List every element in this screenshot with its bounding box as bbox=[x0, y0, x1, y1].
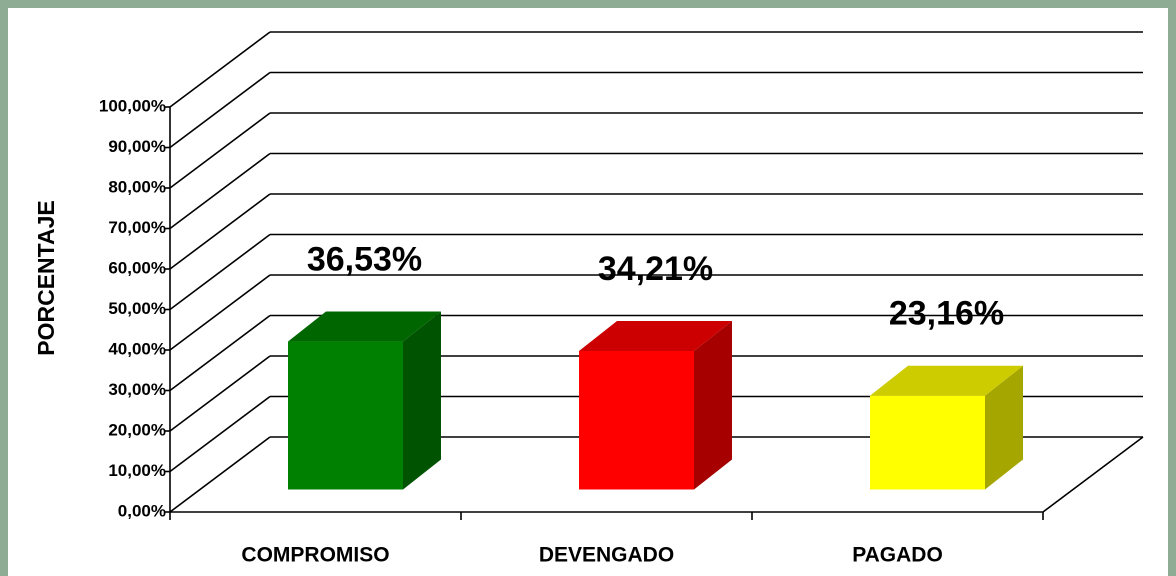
grid-line-diagonal bbox=[169, 233, 271, 311]
y-tick-label: 80,00% bbox=[108, 177, 166, 196]
bar bbox=[579, 350, 694, 490]
y-tick-label: 70,00% bbox=[108, 218, 166, 237]
bar bbox=[870, 395, 985, 490]
bar-side bbox=[985, 365, 1023, 490]
grid-line-diagonal bbox=[169, 193, 271, 270]
y-axis-label: PORCENTAJE bbox=[33, 200, 59, 356]
x-tick-label: PAGADO bbox=[852, 544, 943, 567]
y-tick-label: 60,00% bbox=[108, 258, 166, 277]
grid-line-diagonal bbox=[169, 355, 271, 432]
x-tick-label: COMPROMISO bbox=[241, 544, 389, 567]
value-label: 36,53% bbox=[307, 241, 422, 279]
y-tick-label: 10,00% bbox=[108, 461, 166, 480]
grid-line-diagonal bbox=[169, 395, 271, 473]
grid-line-diagonal bbox=[169, 274, 271, 351]
bar bbox=[288, 341, 403, 490]
bar-top bbox=[288, 311, 441, 342]
x-tick-label: DEVENGADO bbox=[539, 544, 674, 567]
bar-top bbox=[870, 365, 1023, 396]
y-tick-label: 40,00% bbox=[108, 339, 166, 358]
y-tick-label: 0,00% bbox=[118, 501, 166, 520]
grid-line-diagonal bbox=[169, 314, 271, 392]
grid-line-diagonal bbox=[169, 152, 271, 230]
y-tick-label: 90,00% bbox=[108, 137, 166, 156]
plot-background bbox=[8, 8, 1168, 576]
value-label: 23,16% bbox=[889, 295, 1004, 333]
y-tick-label: 100,00% bbox=[99, 96, 166, 115]
bar-top bbox=[579, 320, 732, 351]
grid-line-diagonal bbox=[169, 71, 271, 149]
grid-line-diagonal bbox=[169, 112, 271, 189]
y-tick-label: 50,00% bbox=[108, 299, 166, 318]
bar-side bbox=[403, 311, 441, 490]
value-label: 34,21% bbox=[598, 250, 713, 288]
y-tick-label: 30,00% bbox=[108, 380, 166, 399]
y-tick-label: 20,00% bbox=[108, 420, 166, 439]
grid-line-diagonal bbox=[169, 31, 271, 108]
grid-line-diagonal bbox=[169, 436, 271, 513]
bar-side bbox=[694, 320, 732, 490]
